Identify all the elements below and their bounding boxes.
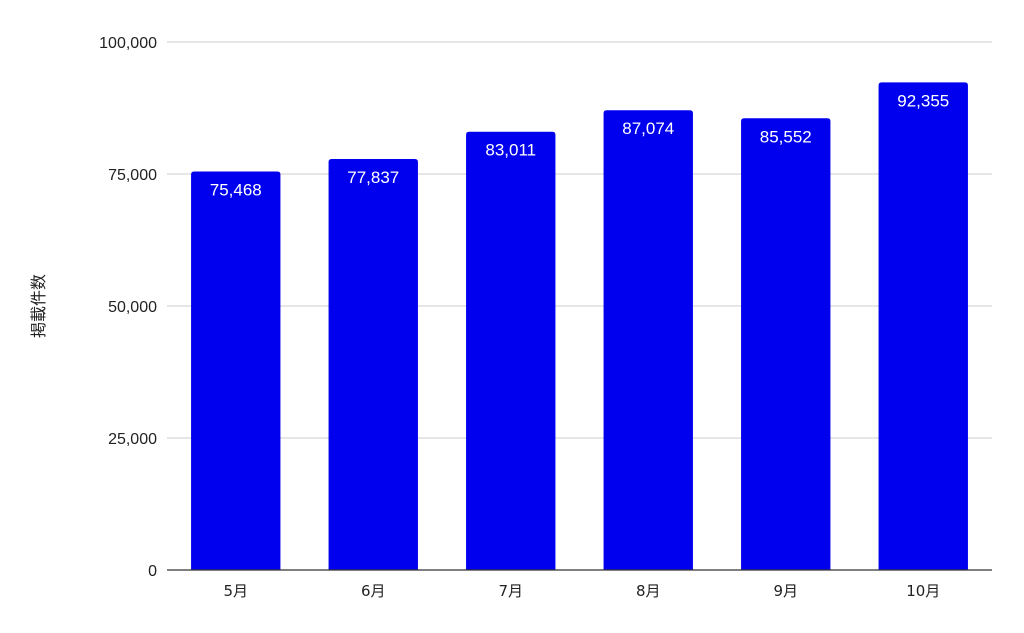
- x-tick-label: 10月: [906, 582, 940, 600]
- x-tick-label: 6月: [361, 582, 386, 600]
- y-axis-label: 掲載件数: [29, 274, 48, 338]
- bar: [603, 110, 693, 571]
- y-tick-label: 25,000: [108, 431, 157, 448]
- y-tick-label: 50,000: [108, 299, 157, 316]
- bar-value-label: 77,837: [347, 168, 399, 187]
- x-tick-label: 8月: [636, 582, 661, 600]
- y-tick-label: 0: [148, 563, 157, 580]
- bar: [328, 159, 418, 571]
- bar: [741, 118, 831, 571]
- y-axis-ticks: 0 25,000 50,000 75,000 100,000: [99, 35, 157, 580]
- bar-value-label: 75,468: [210, 181, 262, 200]
- x-tick-label: 7月: [498, 582, 523, 600]
- bar-value-label: 83,011: [485, 141, 536, 160]
- bars: [191, 82, 968, 571]
- x-axis-ticks: 5月 6月 7月 8月 9月 10月: [223, 582, 940, 600]
- bar: [191, 171, 281, 570]
- bar-value-label: 92,355: [897, 91, 949, 110]
- bar-value-label: 87,074: [622, 119, 674, 138]
- x-tick-label: 9月: [773, 582, 798, 600]
- y-tick-label: 100,000: [99, 35, 157, 52]
- bar-value-label: 85,552: [760, 127, 812, 146]
- bar: [466, 131, 556, 571]
- data-labels: 75,468 77,837 83,011 87,074 85,552 92,355: [210, 91, 950, 199]
- x-tick-label: 5月: [223, 582, 248, 600]
- gridlines: [167, 41, 992, 439]
- y-tick-label: 75,000: [108, 167, 157, 184]
- bar: [878, 82, 968, 570]
